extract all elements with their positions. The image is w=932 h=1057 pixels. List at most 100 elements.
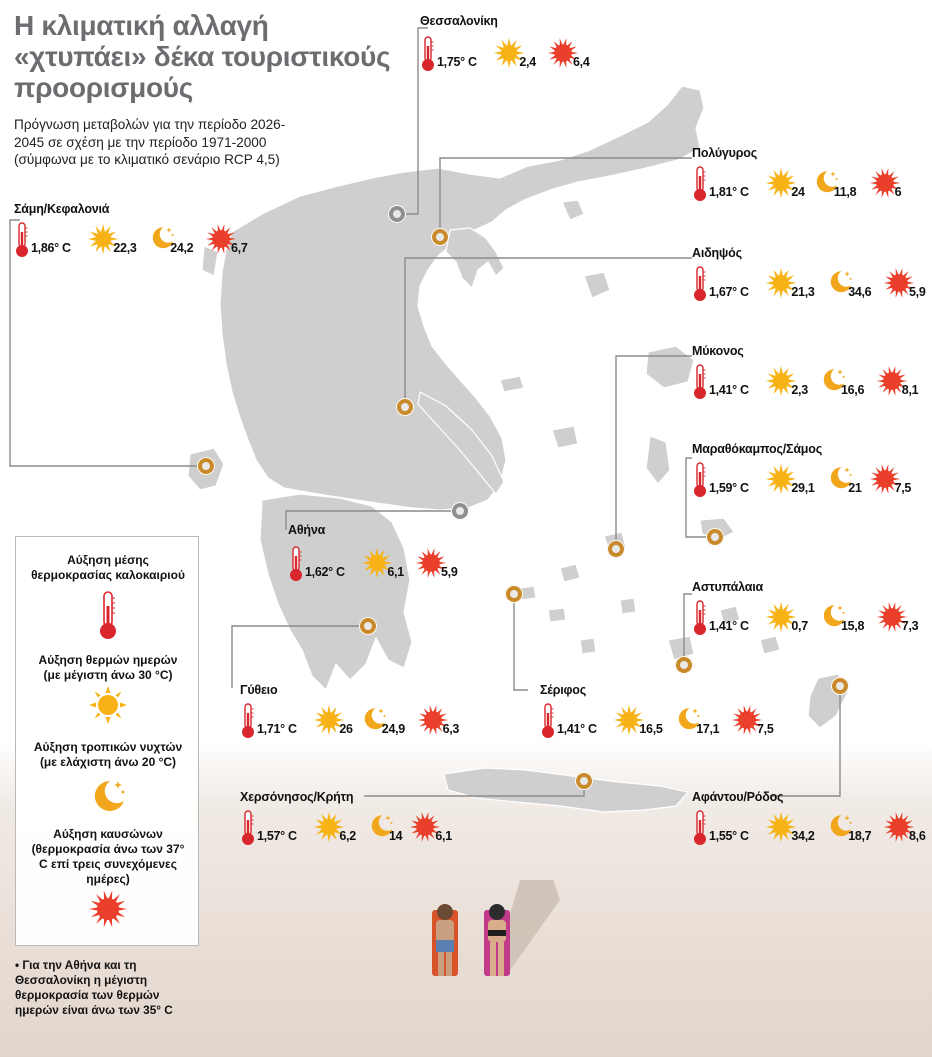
- location-marker: [607, 540, 625, 558]
- stat-value-hot-days: 29,1: [791, 481, 815, 495]
- thermometer-icon: [692, 462, 708, 503]
- stat-value-tropical-nights: 14: [389, 829, 403, 843]
- location-marker: [706, 528, 724, 546]
- euboea: [417, 391, 505, 495]
- stat-value-hot-days: 16,5: [639, 722, 663, 736]
- destination-name: Αιδηψός: [692, 246, 742, 260]
- stat-value-heatwaves: 6,1: [435, 829, 452, 843]
- destination-stats: 1,57° C 6,2 14 6,1: [240, 810, 480, 850]
- destination-name: Θεσσαλονίκη: [420, 14, 498, 28]
- heatwave-sun-icon: [883, 811, 915, 848]
- destination-name: Γύθειο: [240, 683, 278, 697]
- stat-value-heatwaves: 7,5: [894, 481, 912, 495]
- leader-thessaloniki: [397, 27, 428, 215]
- heatwave-sun-icon: [88, 889, 128, 934]
- sun-icon: [361, 547, 393, 584]
- heatwave-sun-icon: [547, 37, 579, 74]
- stat-value-temp: 1,71° C: [257, 722, 297, 736]
- destination-stats: 1,59° C 29,1 21 7,5: [692, 462, 932, 502]
- moon-stars-icon: [819, 365, 847, 398]
- legend-temp-label: Αύξηση μέσης θερμοκρασίας καλοκαιριού: [31, 553, 185, 582]
- thermometer-icon: [420, 36, 436, 77]
- destination-name: Πολύγυρος: [692, 146, 757, 160]
- thermometer-icon: [692, 266, 708, 307]
- thermometer-icon: [692, 166, 708, 207]
- footnote: • Για την Αθήνα και τη Θεσσαλονίκη η μέγ…: [15, 958, 173, 1017]
- leader-serifos: [513, 594, 528, 691]
- dodecanese-3: [759, 635, 781, 655]
- destination-stats: 1,67° C 21,3 34,6 5,9: [692, 266, 932, 306]
- stat-value-tropical-nights: 34,6: [848, 285, 872, 299]
- stat-value-tropical-nights: 16,6: [841, 383, 865, 397]
- stat-value-hot-days: 24: [791, 185, 805, 199]
- legend-box: Αύξηση μέσης θερμοκρασίας καλοκαιριού Αύ…: [15, 536, 199, 946]
- sun-icon: [493, 37, 525, 74]
- thermometer-icon: [692, 810, 708, 851]
- location-marker: [197, 457, 215, 475]
- leader-kefalonia: [9, 219, 206, 467]
- destination-name: Σέριφος: [540, 683, 587, 697]
- stat-value-temp: 1,86° C: [31, 241, 71, 255]
- destination-name: Αστυπάλαια: [692, 580, 763, 594]
- leader-mykonos: [615, 355, 692, 549]
- page-subtitle: Πρόγνωση μεταβολών για την περίοδο 2026-…: [14, 117, 286, 167]
- heatwave-sun-icon: [869, 167, 901, 204]
- stat-value-tropical-nights: 24,2: [170, 241, 194, 255]
- location-marker: [396, 398, 414, 416]
- leader-samos: [685, 457, 715, 538]
- dodecanese-1: [667, 635, 695, 661]
- stat-value-temp: 1,41° C: [557, 722, 597, 736]
- stat-value-heatwaves: 8,1: [901, 383, 919, 397]
- stat-value-heatwaves: 5,9: [441, 565, 458, 579]
- stat-value-temp: 1,41° C: [709, 383, 749, 397]
- stat-value-tropical-nights: 11,8: [833, 185, 857, 199]
- moon-stars-icon: [148, 223, 176, 256]
- stat-value-tropical-nights: 21: [848, 481, 862, 495]
- leader-aidipsos: [404, 257, 692, 407]
- stat-value-temp: 1,55° C: [709, 829, 749, 843]
- stat-value-temp: 1,41° C: [709, 619, 749, 633]
- sporades: [499, 375, 525, 393]
- moon-stars-icon: [812, 167, 840, 200]
- stat-value-hot-days: 34,2: [791, 829, 815, 843]
- thermometer-icon: [97, 590, 119, 647]
- cyclades-2: [547, 607, 567, 623]
- location-marker: [505, 585, 523, 603]
- thermometer-icon: [288, 546, 304, 587]
- sun-icon: [765, 811, 797, 848]
- stat-value-hot-days: 0,7: [791, 619, 808, 633]
- stat-value-hot-days: 26: [339, 722, 353, 736]
- stat-value-hot-days: 6,2: [339, 829, 356, 843]
- location-marker: [831, 677, 849, 695]
- stat-value-temp: 1,57° C: [257, 829, 297, 843]
- sun-icon: [765, 167, 797, 204]
- stat-value-tropical-nights: 18,7: [848, 829, 872, 843]
- moon-stars-icon: [674, 704, 702, 737]
- destination-stats: 1,62° C 6,1 5,9: [288, 546, 528, 586]
- sun-icon: [313, 704, 345, 741]
- stat-value-tropical-nights: 24,9: [381, 722, 405, 736]
- destination-name: Αθήνα: [288, 523, 326, 537]
- moon-stars-icon: [88, 775, 128, 820]
- legend-tropical-nights-label: Αύξηση τροπικών νυχτών (με ελάχιστη άνω …: [33, 740, 183, 769]
- destination-stats: 1,86° C 22,3 24,2 6,7: [14, 222, 254, 262]
- heatwave-sun-icon: [876, 601, 908, 638]
- location-marker: [359, 617, 377, 635]
- stat-value-tropical-nights: 17,1: [696, 722, 720, 736]
- mainland-north: [219, 85, 705, 511]
- chios: [645, 435, 671, 485]
- destination-stats: 1,75° C 2,4 6,4: [420, 36, 660, 76]
- sun-icon: [765, 463, 797, 500]
- destination-stats: 1,41° C 2,3 16,6 8,1: [692, 364, 932, 404]
- stat-value-heatwaves: 6,4: [573, 55, 590, 69]
- moon-stars-icon: [360, 704, 388, 737]
- stat-value-hot-days: 6,1: [387, 565, 404, 579]
- cyclades-6: [619, 597, 637, 615]
- destination-name: Μύκονος: [692, 344, 744, 358]
- heatwave-sun-icon: [205, 223, 237, 260]
- leader-afantou: [770, 686, 841, 797]
- stat-value-temp: 1,62° C: [305, 565, 345, 579]
- heatwave-sun-icon: [415, 547, 447, 584]
- sun-icon: [87, 223, 119, 260]
- moon-stars-icon: [819, 601, 847, 634]
